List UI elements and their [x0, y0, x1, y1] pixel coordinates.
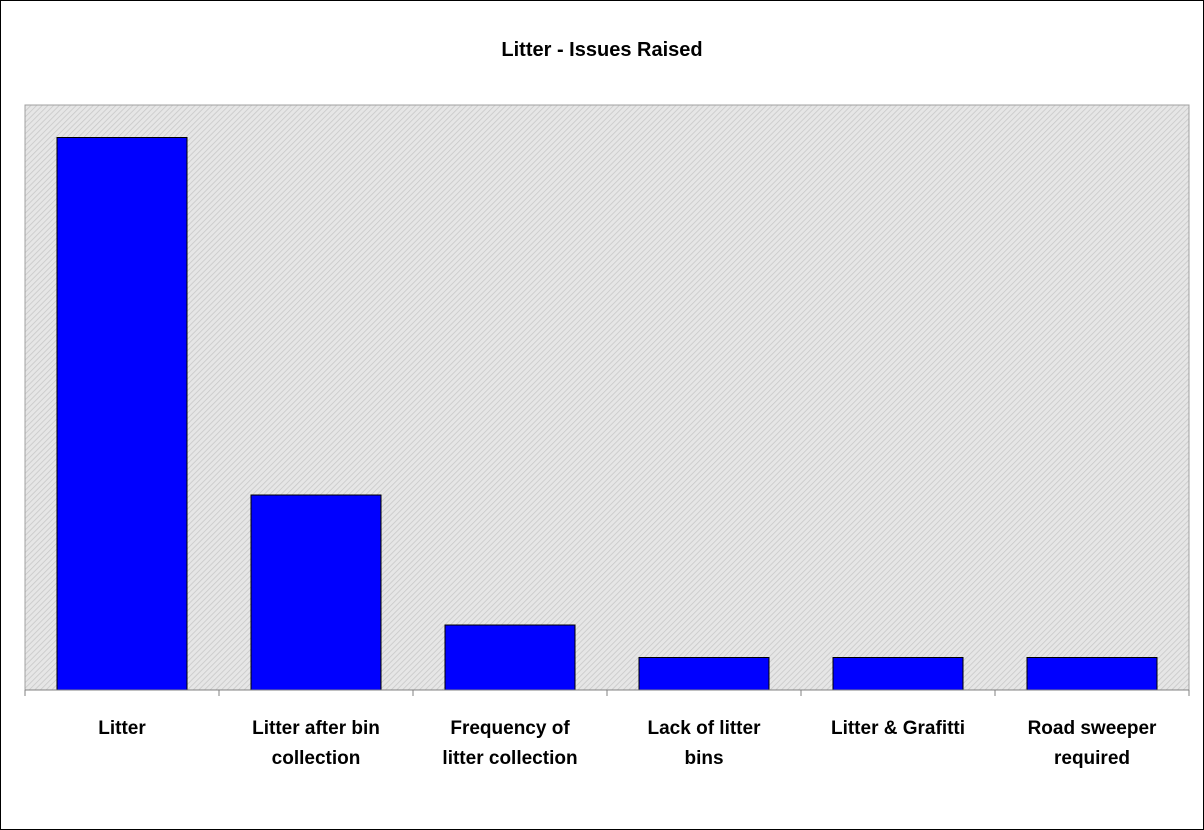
bar-5 — [1026, 657, 1158, 691]
category-label-line: required — [1054, 748, 1130, 769]
bar-1 — [250, 494, 382, 691]
bar-2 — [444, 624, 576, 691]
category-label-line: Litter — [98, 718, 146, 739]
bars-layer — [56, 137, 1158, 691]
chart-title: Litter - Issues Raised — [501, 39, 703, 61]
category-label-4: Litter & Grafitti — [831, 718, 965, 739]
category-label-line: Road sweeper — [1028, 718, 1157, 739]
category-label-line: Frequency of — [450, 718, 570, 739]
category-label-line: litter collection — [442, 748, 577, 769]
category-label-line: Litter & Grafitti — [831, 718, 965, 739]
category-label-line: Lack of litter — [648, 718, 762, 739]
category-label-2: Frequency of litter collection — [442, 718, 577, 769]
category-label-3: Lack of litter bins — [648, 718, 762, 769]
category-label-line: Litter after bin — [252, 718, 380, 739]
category-labels: Litter Litter after bin collection Frequenc… — [98, 718, 1157, 769]
category-label-line: bins — [684, 748, 723, 769]
bar-4 — [832, 657, 964, 691]
category-label-line: collection — [272, 748, 361, 769]
bar-0 — [56, 137, 188, 691]
bar-3 — [638, 657, 770, 691]
category-label-0: Litter — [98, 718, 146, 739]
x-axis — [24, 689, 1190, 696]
category-label-1: Litter after bin collection — [252, 718, 380, 769]
plot-area — [24, 104, 1190, 691]
category-label-5: Road sweeper required — [1028, 718, 1157, 769]
